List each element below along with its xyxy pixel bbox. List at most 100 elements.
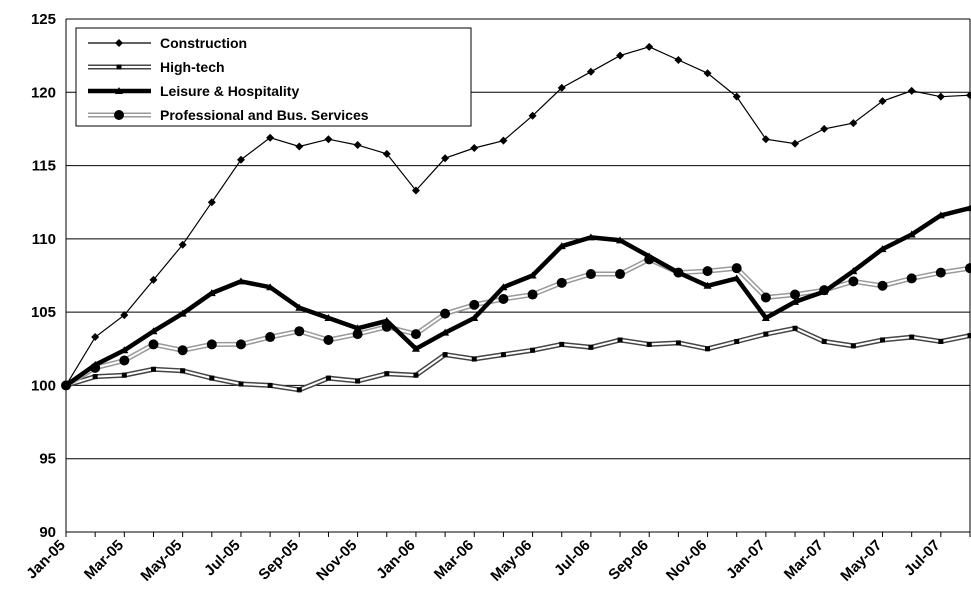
legend-entry: High-tech bbox=[88, 59, 225, 75]
data-point-diamond bbox=[470, 143, 479, 152]
data-point-square bbox=[471, 356, 477, 362]
data-point-square bbox=[180, 368, 186, 374]
data-point-triangle bbox=[499, 283, 508, 291]
x-tick-label: Jan-05 bbox=[23, 537, 69, 583]
y-tick-label: 100 bbox=[31, 377, 56, 394]
data-point-diamond bbox=[207, 198, 216, 207]
data-point-triangle bbox=[645, 252, 654, 260]
data-point-circle bbox=[114, 110, 124, 120]
data-point-circle bbox=[848, 276, 859, 287]
y-tick-label: 90 bbox=[39, 524, 56, 541]
data-point-square bbox=[734, 338, 740, 344]
data-point-diamond bbox=[149, 275, 158, 284]
data-point-triangle bbox=[353, 324, 362, 332]
data-point-diamond bbox=[616, 51, 625, 60]
legend-entry: Leisure & Hospitality bbox=[88, 83, 299, 99]
data-point-triangle bbox=[470, 314, 479, 322]
data-point-triangle bbox=[849, 267, 858, 275]
data-point-diamond bbox=[732, 92, 741, 101]
data-point-square bbox=[763, 331, 769, 337]
legend-label: High-tech bbox=[160, 59, 225, 75]
data-point-diamond bbox=[820, 124, 829, 133]
data-point-circle bbox=[731, 263, 742, 274]
x-tick-label: Jan-07 bbox=[723, 537, 769, 583]
data-point-circle bbox=[527, 289, 538, 300]
data-point-square bbox=[880, 337, 886, 343]
x-tick-label: May-07 bbox=[837, 537, 885, 585]
data-point-square bbox=[850, 343, 856, 349]
data-point-diamond bbox=[966, 91, 971, 100]
data-point-circle bbox=[177, 345, 188, 356]
data-point-circle bbox=[935, 267, 946, 278]
data-point-square bbox=[384, 371, 390, 377]
x-tick-label: Jan-06 bbox=[373, 537, 419, 583]
data-point-square bbox=[909, 334, 915, 340]
data-point-circle bbox=[615, 269, 626, 280]
data-point-diamond bbox=[499, 136, 508, 145]
data-point-square bbox=[442, 352, 448, 358]
data-point-square bbox=[121, 372, 127, 378]
data-point-square bbox=[355, 378, 361, 384]
data-point-square bbox=[530, 347, 536, 353]
data-point-triangle bbox=[936, 211, 945, 219]
legend: Construction High-tech Leisure & Hospitali… bbox=[75, 27, 472, 127]
y-tick-label: 105 bbox=[31, 304, 56, 321]
data-point-triangle bbox=[441, 328, 450, 336]
data-point-square bbox=[209, 375, 215, 381]
x-tick-label: Sep-05 bbox=[255, 537, 302, 584]
data-point-square bbox=[413, 372, 419, 378]
data-point-triangle bbox=[382, 316, 391, 324]
y-tick-label: 125 bbox=[31, 11, 56, 28]
data-point-diamond bbox=[91, 333, 100, 342]
x-tick-label: Mar-07 bbox=[781, 537, 827, 583]
series-professional-and-bus-services bbox=[61, 254, 971, 391]
data-point-triangle bbox=[907, 230, 916, 238]
y-tick-label: 110 bbox=[32, 231, 56, 248]
data-point-triangle bbox=[528, 271, 537, 279]
x-tick-label: Jul-06 bbox=[551, 537, 594, 580]
series-high-tech bbox=[63, 325, 971, 393]
x-tick-label: Sep-06 bbox=[605, 537, 652, 584]
data-point-triangle bbox=[207, 289, 216, 297]
data-point-square bbox=[116, 64, 122, 70]
data-point-circle bbox=[906, 273, 917, 284]
x-tick-label: Jul-05 bbox=[201, 537, 244, 580]
data-point-triangle bbox=[732, 274, 741, 282]
legend-label: Leisure & Hospitality bbox=[160, 83, 299, 99]
data-point-circle bbox=[206, 339, 217, 350]
x-axis-tick-labels: Jan-05 Mar-05 May-05 Jul-05 Sep-05 Nov-05 Jan-… bbox=[23, 537, 943, 585]
data-point-triangle bbox=[411, 344, 420, 352]
x-tick-label: Nov-05 bbox=[313, 537, 360, 584]
data-point-circle bbox=[498, 293, 509, 304]
series-line-inner bbox=[65, 327, 971, 391]
series-leisure-hospitality bbox=[62, 204, 971, 389]
data-point-diamond bbox=[178, 240, 187, 249]
data-point-triangle bbox=[761, 314, 770, 322]
data-point-circle bbox=[877, 280, 888, 291]
series-line-inner bbox=[65, 258, 971, 387]
data-point-triangle bbox=[586, 233, 595, 241]
y-tick-label: 115 bbox=[32, 158, 56, 175]
data-point-square bbox=[325, 375, 331, 381]
data-point-square bbox=[150, 366, 156, 372]
x-tick-label: Jul-07 bbox=[901, 537, 944, 580]
data-point-diamond bbox=[936, 92, 945, 101]
data-point-diamond bbox=[324, 135, 333, 144]
data-point-diamond bbox=[674, 56, 683, 65]
data-point-diamond bbox=[703, 69, 712, 78]
data-point-circle bbox=[323, 334, 334, 345]
y-tick-label: 120 bbox=[31, 84, 56, 101]
data-point-circle bbox=[294, 326, 305, 337]
legend-label: Professional and Bus. Services bbox=[160, 107, 369, 123]
series-construction bbox=[62, 42, 971, 390]
series-line-outer bbox=[64, 256, 971, 388]
data-point-diamond bbox=[878, 97, 887, 106]
data-point-triangle bbox=[295, 303, 304, 311]
data-point-triangle bbox=[266, 283, 275, 291]
data-point-circle bbox=[585, 269, 596, 280]
x-tick-label: Mar-05 bbox=[81, 537, 127, 583]
data-point-triangle bbox=[674, 268, 683, 276]
data-point-circle bbox=[235, 339, 246, 350]
legend-label: Construction bbox=[160, 35, 247, 51]
